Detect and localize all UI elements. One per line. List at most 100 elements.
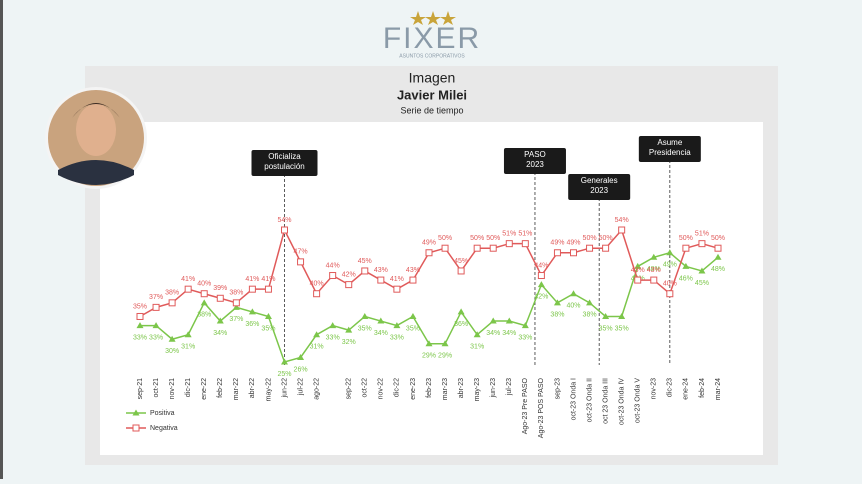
marker (505, 240, 513, 248)
marker (297, 258, 305, 266)
marker (329, 322, 337, 329)
marker (586, 244, 594, 252)
marker (441, 340, 449, 347)
marker (666, 290, 674, 298)
value-label: 42% (342, 271, 356, 278)
logo: FIXER (383, 22, 481, 55)
value-label: 25% (277, 371, 291, 378)
value-label: 33% (149, 334, 163, 341)
value-label: 43% (647, 267, 661, 274)
value-label: 40% (566, 303, 580, 310)
value-label: 45% (358, 258, 372, 265)
x-tick-label: dic-22 (394, 378, 401, 397)
value-label: 54% (277, 217, 291, 224)
annotation: Oficializa postulación (264, 152, 304, 171)
value-label: 36% (454, 321, 468, 328)
marker (553, 299, 561, 306)
marker (602, 312, 610, 319)
marker (313, 331, 321, 338)
x-tick-label: nov-21 (169, 378, 176, 400)
marker (264, 285, 272, 293)
annotation: Asume Presidencia (649, 138, 691, 157)
value-label: 37% (149, 294, 163, 301)
value-label: 38% (583, 312, 597, 319)
value-label: 54% (615, 217, 629, 224)
marker (200, 299, 208, 306)
marker (248, 285, 256, 293)
x-tick-label: sep-21 (137, 378, 144, 400)
marker (586, 299, 594, 306)
marker (393, 285, 401, 293)
value-label: 49% (566, 240, 580, 247)
value-label: 50% (599, 235, 613, 242)
value-label: 31% (181, 344, 195, 351)
annotation-box (503, 148, 566, 174)
x-tick-label: ene-23 (410, 378, 417, 400)
x-tick-label: abr-23 (458, 378, 465, 398)
annotation: PASO 2023 (524, 150, 546, 169)
x-tick-label: sep-23 (554, 378, 561, 400)
value-label: 50% (679, 235, 693, 242)
value-label: 35% (358, 325, 372, 332)
edge (0, 0, 3, 479)
marker (136, 312, 144, 320)
value-label: 40% (663, 281, 677, 288)
value-label: 29% (438, 353, 452, 360)
marker (281, 358, 288, 365)
value-label: 41% (181, 276, 195, 283)
x-tick-label: abr-22 (249, 378, 256, 398)
marker (281, 226, 288, 234)
marker (168, 335, 176, 342)
x-tick-label: Ago-23 POS PASO (538, 377, 545, 438)
marker (714, 244, 722, 252)
value-label: 43% (374, 267, 388, 274)
x-tick-label: sep-22 (346, 378, 353, 400)
value-label: 41% (390, 276, 404, 283)
value-label: 31% (310, 344, 324, 351)
value-label: 30% (165, 348, 179, 355)
marker (505, 317, 513, 324)
x-tick-label: oct-22 (362, 378, 369, 398)
chart-area (100, 122, 763, 455)
marker (297, 353, 305, 360)
marker (457, 308, 465, 315)
logo-stars (410, 11, 456, 25)
marker (152, 322, 160, 329)
x-tick-label: jul-22 (297, 378, 304, 396)
value-label: 40% (197, 281, 211, 288)
x-tick-label: feb-22 (217, 378, 224, 398)
legend-label: Negativa (150, 425, 178, 432)
marker (537, 281, 545, 288)
value-label: 51% (518, 230, 532, 237)
marker (345, 281, 353, 289)
value-label: 47% (294, 249, 308, 256)
marker (216, 294, 224, 302)
marker (553, 249, 561, 257)
value-label: 31% (470, 344, 484, 351)
marker (570, 249, 577, 257)
x-tick-label: nov-22 (378, 378, 385, 400)
marker (248, 308, 256, 315)
marker (457, 267, 465, 275)
marker (409, 312, 417, 319)
annotation-box (568, 174, 631, 200)
marker (377, 276, 385, 284)
value-label: 45% (695, 280, 709, 287)
x-tick-label: oct-21 (153, 378, 160, 398)
logo-sub: ASUNTOS CORPORATIVOS (399, 53, 465, 59)
value-label: 50% (583, 235, 597, 242)
marker (329, 272, 337, 280)
legend-marker (132, 424, 140, 432)
marker (618, 312, 626, 319)
value-label: 33% (518, 334, 532, 341)
marker (714, 253, 722, 260)
x-tick-label: mar-23 (442, 378, 449, 400)
value-label: 49% (663, 262, 677, 269)
marker (313, 290, 321, 298)
marker (473, 244, 481, 252)
x-tick-label: oct-23 Onda V (635, 378, 642, 423)
value-label: 29% (422, 353, 436, 360)
marker (489, 244, 497, 252)
marker (184, 285, 192, 293)
